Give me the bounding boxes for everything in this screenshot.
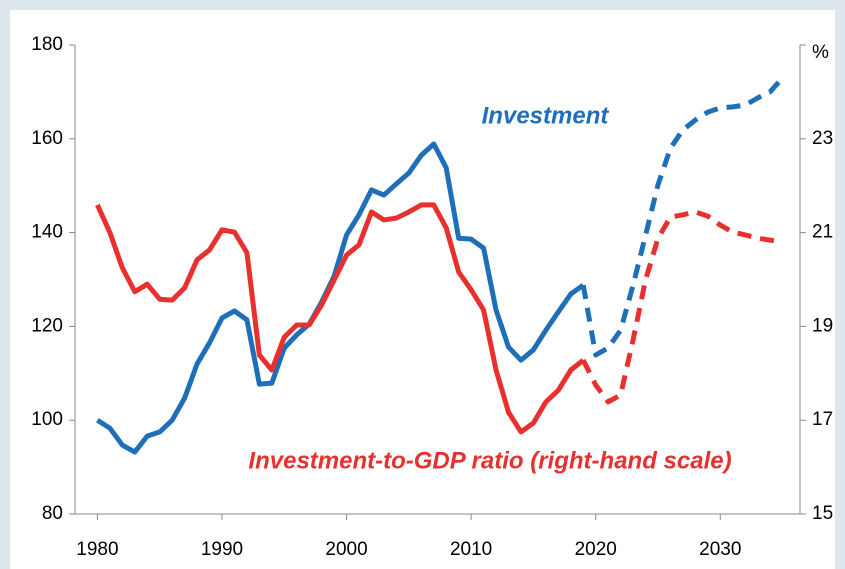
y-tick-label: 180 <box>31 34 63 55</box>
y-tick-label: 100 <box>31 409 63 430</box>
plot-background <box>10 10 835 569</box>
y2-tick-label: % <box>812 42 829 63</box>
series-annotation: Investment-to-GDP ratio (right-hand scal… <box>248 447 731 474</box>
y2-tick-label: 21 <box>812 222 833 243</box>
projection-line <box>580 76 785 358</box>
y-tick-label: 160 <box>31 128 63 149</box>
y-tick-label: 140 <box>31 222 63 243</box>
y2-tick-label: 17 <box>812 409 833 430</box>
x-tick-label: 1990 <box>201 539 243 560</box>
series-line <box>96 141 585 455</box>
y-tick-label: 120 <box>31 315 63 336</box>
x-tick-label: 2000 <box>325 539 367 560</box>
y2-tick-label: 23 <box>812 128 833 149</box>
x-tick-label: 2010 <box>450 539 492 560</box>
series-line <box>95 202 585 435</box>
y-tick-label: 80 <box>42 503 63 524</box>
y2-tick-label: 19 <box>812 315 833 336</box>
x-tick-label: 2030 <box>699 539 741 560</box>
x-tick-label: 1980 <box>76 539 118 560</box>
x-tick-label: 2020 <box>575 539 617 560</box>
series-annotation: Investment <box>482 102 610 129</box>
y2-tick-label: 15 <box>812 503 833 524</box>
projection-line <box>581 209 783 405</box>
